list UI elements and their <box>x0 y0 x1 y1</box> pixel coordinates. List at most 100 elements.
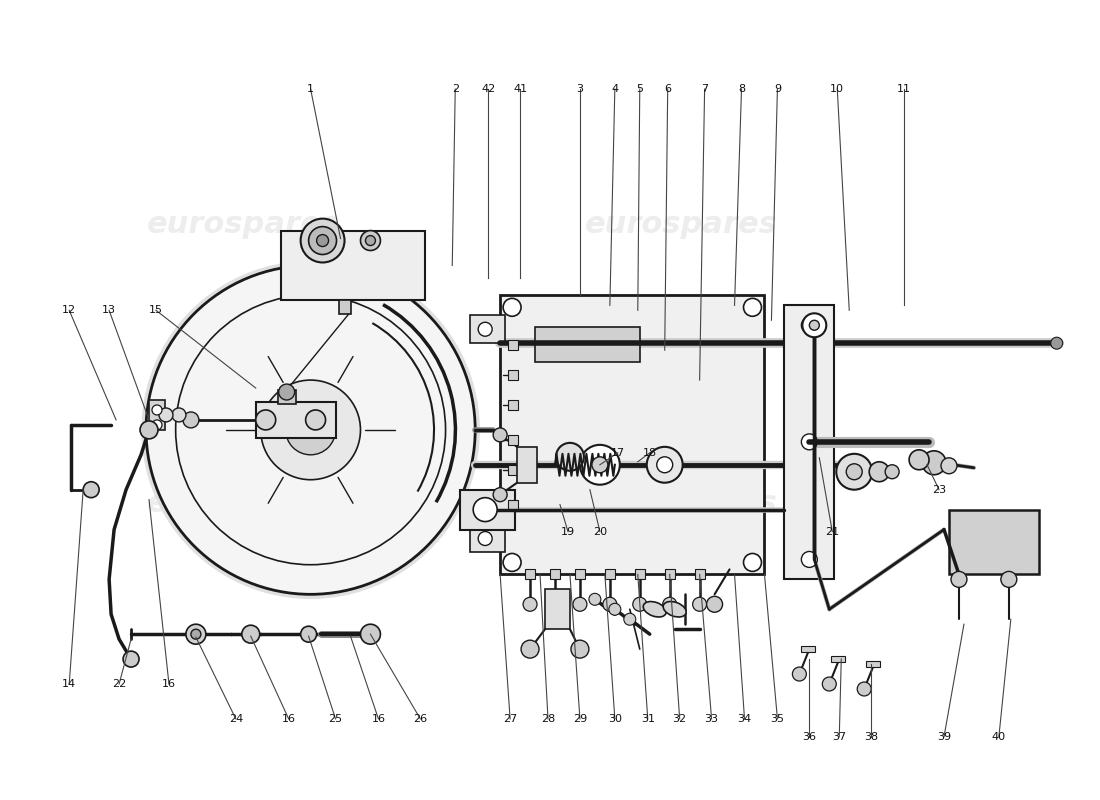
Bar <box>635 570 645 579</box>
Circle shape <box>361 230 381 250</box>
Bar <box>832 656 845 662</box>
Circle shape <box>940 458 957 474</box>
Bar <box>949 510 1038 574</box>
Text: 42: 42 <box>481 84 495 94</box>
Circle shape <box>952 571 967 587</box>
Circle shape <box>802 314 826 338</box>
Bar <box>470 525 505 553</box>
Circle shape <box>592 457 608 473</box>
Circle shape <box>609 603 620 615</box>
Circle shape <box>706 596 723 612</box>
Circle shape <box>588 594 601 606</box>
Bar <box>508 370 518 380</box>
Text: 16: 16 <box>372 714 385 724</box>
Circle shape <box>823 677 836 691</box>
Text: 19: 19 <box>561 526 575 537</box>
Circle shape <box>493 488 507 502</box>
Text: 17: 17 <box>610 448 625 458</box>
Text: 11: 11 <box>898 84 911 94</box>
Circle shape <box>261 380 361 480</box>
Circle shape <box>744 298 761 316</box>
Text: 38: 38 <box>865 732 878 742</box>
Bar <box>470 315 505 343</box>
Circle shape <box>647 447 683 482</box>
Text: 13: 13 <box>102 306 117 315</box>
Text: 35: 35 <box>770 714 784 724</box>
Circle shape <box>521 640 539 658</box>
Text: 39: 39 <box>937 732 952 742</box>
Text: 16: 16 <box>282 714 296 724</box>
Circle shape <box>573 598 587 611</box>
Text: 40: 40 <box>992 732 1005 742</box>
Circle shape <box>84 482 99 498</box>
Circle shape <box>524 598 537 611</box>
Text: eurospares: eurospares <box>585 210 778 239</box>
Ellipse shape <box>644 602 667 617</box>
Bar <box>280 230 426 300</box>
Circle shape <box>503 298 521 316</box>
Circle shape <box>183 412 199 428</box>
Circle shape <box>909 450 929 470</box>
Circle shape <box>365 235 375 246</box>
Circle shape <box>309 226 337 254</box>
Circle shape <box>1001 571 1016 587</box>
Circle shape <box>152 420 162 430</box>
Bar <box>508 400 518 410</box>
Circle shape <box>624 614 636 626</box>
Circle shape <box>662 598 676 611</box>
Circle shape <box>846 464 862 480</box>
Circle shape <box>556 443 584 470</box>
Text: 14: 14 <box>63 679 76 689</box>
Text: 4: 4 <box>612 84 618 94</box>
Bar <box>255 402 336 438</box>
Circle shape <box>172 408 186 422</box>
Text: 20: 20 <box>593 526 607 537</box>
Circle shape <box>478 531 492 546</box>
Bar <box>277 390 296 404</box>
Text: 30: 30 <box>608 714 622 724</box>
Circle shape <box>300 626 317 642</box>
Text: 32: 32 <box>672 714 686 724</box>
Circle shape <box>802 434 817 450</box>
Bar <box>508 500 518 510</box>
Text: 37: 37 <box>833 732 846 742</box>
Circle shape <box>580 445 619 485</box>
Circle shape <box>792 667 806 681</box>
Bar <box>550 570 560 579</box>
Text: 12: 12 <box>63 306 76 315</box>
Circle shape <box>802 551 817 567</box>
Circle shape <box>548 598 562 611</box>
Circle shape <box>886 465 899 478</box>
Circle shape <box>493 428 507 442</box>
Ellipse shape <box>663 602 686 617</box>
Text: 3: 3 <box>576 84 583 94</box>
Circle shape <box>191 630 201 639</box>
Circle shape <box>361 624 381 644</box>
Circle shape <box>160 408 173 422</box>
Bar <box>508 465 518 474</box>
Bar <box>535 327 640 362</box>
Text: 7: 7 <box>701 84 708 94</box>
Text: eurospares: eurospares <box>146 489 339 518</box>
Circle shape <box>869 462 889 482</box>
Text: 41: 41 <box>513 84 527 94</box>
Text: 16: 16 <box>162 679 176 689</box>
Circle shape <box>836 454 872 490</box>
Text: 26: 26 <box>414 714 428 724</box>
Circle shape <box>123 651 139 667</box>
Text: 1: 1 <box>307 84 315 94</box>
Bar <box>508 340 518 350</box>
Circle shape <box>317 234 329 246</box>
Circle shape <box>744 554 761 571</box>
Circle shape <box>286 405 336 455</box>
Circle shape <box>632 598 647 611</box>
Text: 23: 23 <box>932 485 946 494</box>
Bar <box>544 590 570 630</box>
Text: eurospares: eurospares <box>585 489 778 518</box>
Bar <box>517 447 537 482</box>
Text: 31: 31 <box>641 714 654 724</box>
Circle shape <box>140 421 158 439</box>
Text: 25: 25 <box>329 714 342 724</box>
Text: 5: 5 <box>636 84 644 94</box>
Bar <box>148 400 165 430</box>
